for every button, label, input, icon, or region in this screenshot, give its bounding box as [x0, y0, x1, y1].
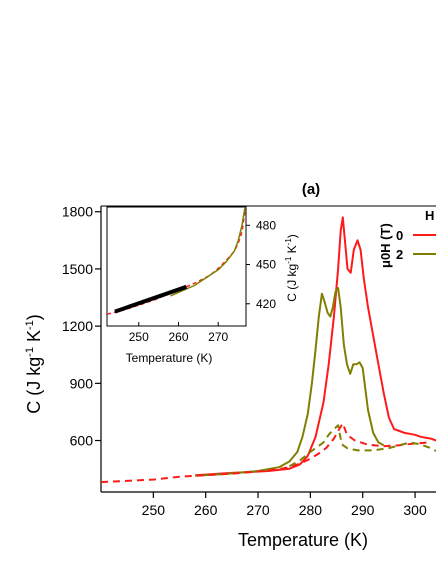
y-title-exp2: -1	[24, 320, 36, 330]
x-tick-label: 250	[142, 502, 166, 518]
y-tick-label: 1800	[62, 204, 93, 220]
y-title-main: C (J kg	[24, 357, 44, 414]
series-line-0	[195, 216, 436, 477]
legend-heading: H	[425, 208, 434, 223]
y-title-end: )	[24, 314, 44, 320]
x-tick-label: 270	[246, 502, 270, 518]
inset-series-group	[107, 208, 246, 315]
inset-y-tick-label: 450	[256, 258, 276, 272]
main-y-axis-title: C (J kg-1 K-1)	[24, 314, 44, 414]
legend-title: μ0H (T)	[378, 223, 393, 268]
inset-y-axis-title: C (J kg-1 K-1)	[284, 234, 299, 302]
y-tick-label: 1200	[62, 318, 93, 334]
series-line-0-cooling	[101, 422, 431, 484]
y-title-mid: K	[24, 330, 44, 347]
inset-x-tick-label: 250	[129, 330, 149, 344]
y-title-exp1: -1	[24, 347, 36, 357]
inset-x-tick-label: 270	[208, 330, 228, 344]
inset-y-title-end: )	[285, 234, 299, 238]
main-x-ticks: 250 260 270 280 290 300	[142, 492, 427, 518]
inset-x-axis-title: Temperature (K)	[126, 351, 213, 365]
inset-y-tick-label: 420	[256, 297, 276, 311]
inset-x-tick-label: 260	[168, 330, 188, 344]
y-tick-label: 1500	[62, 261, 93, 277]
inset-y-title-exp2: -1	[284, 238, 293, 246]
x-tick-label: 300	[403, 502, 427, 518]
inset-series-line-2	[170, 208, 246, 297]
inset-y-title-mid: K	[285, 245, 299, 256]
inset-y-title-exp1: -1	[284, 256, 293, 264]
x-tick-label: 260	[194, 502, 218, 518]
legend-label-1: 2	[396, 247, 403, 262]
inset-y-title-main: C (J kg	[285, 264, 299, 302]
y-tick-label: 600	[70, 433, 94, 449]
inset-y-tick-label: 480	[256, 218, 276, 232]
main-y-ticks: 600 900 1200 1500 1800	[62, 204, 101, 449]
x-tick-label: 290	[351, 502, 375, 518]
panel-label: (a)	[302, 181, 320, 198]
inset-y-ticks: 420 450 480	[246, 218, 276, 311]
inset-series-line-fit	[114, 284, 188, 314]
legend: H μ0H (T) 0 2	[378, 208, 436, 268]
main-series-group	[101, 216, 436, 484]
inset-x-ticks: 250 260 270	[129, 322, 229, 344]
x-tick-label: 280	[299, 502, 323, 518]
inset: 250 260 270 420 450 480 Temperature (K) C (J…	[106, 206, 299, 365]
series-line-2	[195, 287, 385, 477]
y-tick-label: 900	[70, 375, 94, 391]
main-axes	[100, 205, 436, 493]
main-x-axis-title: Temperature (K)	[238, 530, 368, 550]
series-line-2-cooling	[288, 424, 436, 468]
legend-label-0: 0	[396, 228, 403, 243]
